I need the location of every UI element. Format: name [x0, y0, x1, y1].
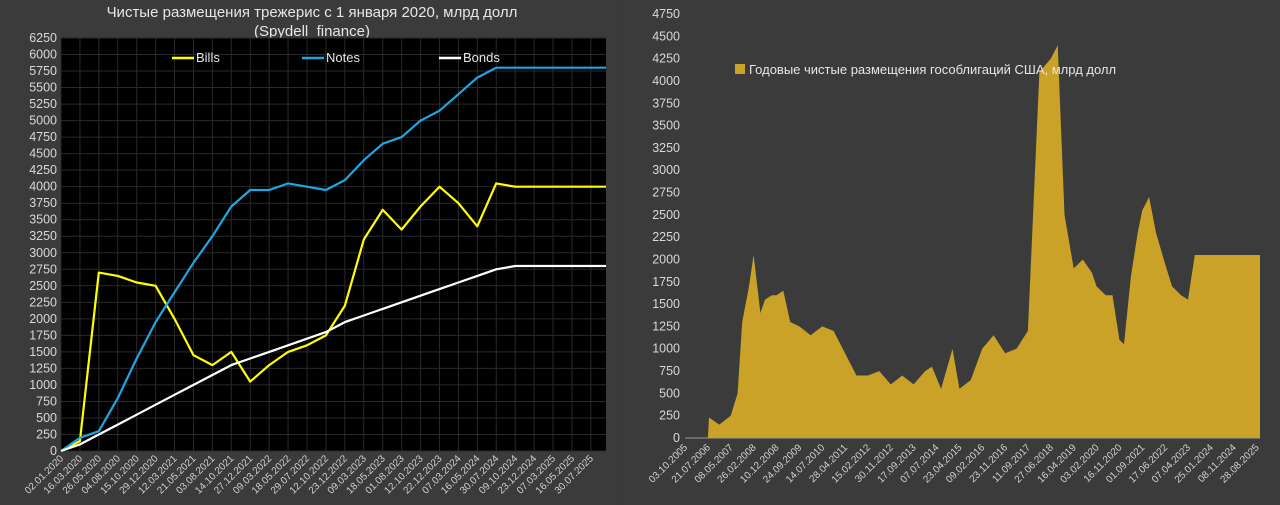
y-tick-label: 3000 — [652, 163, 680, 177]
y-tick-label: 0 — [50, 444, 57, 458]
left-chart-panel: Чистые размещения трежерис с 1 января 20… — [0, 0, 616, 505]
legend-label-notes: Notes — [326, 50, 360, 65]
y-tick-label: 750 — [659, 364, 680, 378]
y-tick-label: 5500 — [29, 81, 57, 95]
left-line-chart: Чистые размещения трежерис с 1 января 20… — [23, 4, 606, 497]
y-tick-label: 1250 — [652, 319, 680, 333]
y-tick-label: 1750 — [652, 275, 680, 289]
y-tick-label: 3500 — [652, 119, 680, 133]
y-tick-label: 4250 — [29, 163, 57, 177]
legend-label: Годовые чистые размещения гособлигаций С… — [749, 62, 1116, 77]
y-tick-label: 2500 — [652, 208, 680, 222]
left-plot-area — [61, 38, 606, 451]
y-tick-label: 2750 — [652, 186, 680, 200]
y-tick-label: 4750 — [652, 7, 680, 21]
y-tick-label: 1500 — [652, 297, 680, 311]
y-tick-label: 4750 — [29, 130, 57, 144]
y-tick-label: 3000 — [29, 246, 57, 260]
y-tick-label: 2750 — [29, 262, 57, 276]
y-tick-label: 2250 — [652, 230, 680, 244]
right-chart-panel: 0 250 500 750 1000 1250 1500 1750 2000 2250 2500 27… — [624, 0, 1280, 505]
y-tick-label: 250 — [659, 409, 680, 423]
series-line-notes — [60, 66, 606, 452]
y-tick-label: 750 — [36, 394, 57, 408]
y-tick-label: 1000 — [652, 342, 680, 356]
y-tick-label: 5750 — [29, 64, 57, 78]
y-tick-label: 4000 — [29, 180, 57, 194]
y-tick-label: 6250 — [29, 31, 57, 45]
y-tick-label: 4500 — [652, 29, 680, 43]
right-area-chart: 0 250 500 750 1000 1250 1500 1750 2000 2250 2500 27… — [647, 7, 1262, 486]
y-tick-label: 1000 — [29, 378, 57, 392]
y-tick-label: 3750 — [29, 196, 57, 210]
legend-label-bonds: Bonds — [463, 50, 500, 65]
y-tick-label: 250 — [36, 427, 57, 441]
y-tick-label: 2250 — [29, 295, 57, 309]
y-tick-label: 500 — [36, 411, 57, 425]
y-tick-label: 2500 — [29, 279, 57, 293]
y-tick-label: 5250 — [29, 97, 57, 111]
y-tick-label: 3500 — [29, 213, 57, 227]
y-tick-label: 2000 — [29, 312, 57, 326]
legend-label-bills: Bills — [196, 50, 220, 65]
y-tick-label: 3250 — [652, 141, 680, 155]
y-tick-label: 0 — [673, 431, 680, 445]
y-tick-label: 1500 — [29, 345, 57, 359]
y-tick-label: 4500 — [29, 147, 57, 161]
y-tick-label: 1750 — [29, 328, 57, 342]
series-line-bills — [60, 182, 606, 452]
series-line-bonds — [60, 264, 606, 453]
y-tick-label: 1250 — [29, 361, 57, 375]
legend-swatch — [735, 64, 745, 74]
y-tick-label: 6000 — [29, 48, 57, 62]
y-tick-label: 5000 — [29, 114, 57, 128]
left-chart-title: Чистые размещения трежерис с 1 января 20… — [107, 4, 518, 21]
y-tick-label: 2000 — [652, 252, 680, 266]
y-tick-label: 500 — [659, 386, 680, 400]
y-tick-label: 4000 — [652, 74, 680, 88]
y-tick-label: 3250 — [29, 229, 57, 243]
area-series-net-issuance — [685, 45, 1260, 438]
y-tick-label: 3750 — [652, 96, 680, 110]
y-tick-label: 4250 — [652, 52, 680, 66]
left-chart-subtitle: (Spydell_finance) — [254, 23, 370, 40]
